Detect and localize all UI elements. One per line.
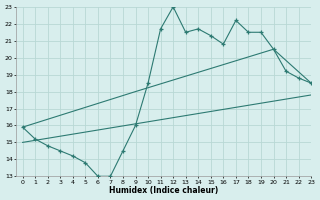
X-axis label: Humidex (Indice chaleur): Humidex (Indice chaleur) [109,186,218,195]
